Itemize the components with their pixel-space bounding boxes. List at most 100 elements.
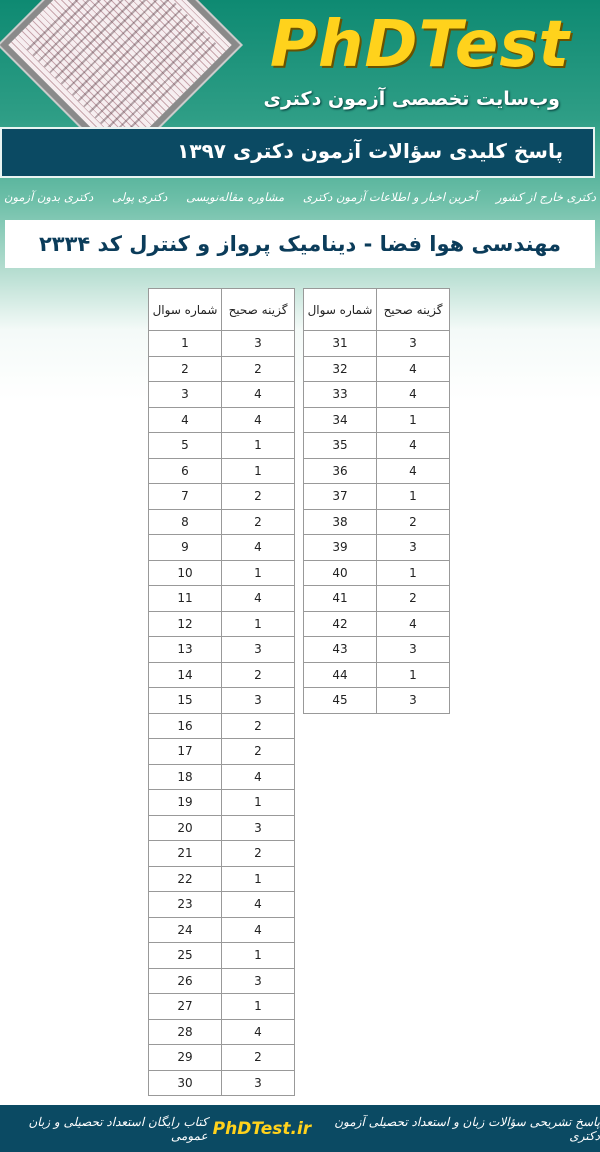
question-number: 15	[148, 687, 222, 714]
footer-link-left[interactable]: پاسخ تشریحی سؤالات زبان و استعداد تحصیلی…	[334, 1114, 600, 1143]
correct-answer: 4	[221, 534, 295, 561]
correct-answer: 3	[221, 687, 295, 714]
table-row: 28 4	[148, 1018, 295, 1045]
table-row: 12 1	[148, 610, 295, 637]
correct-answer: 4	[221, 381, 295, 408]
table-row: 42 4	[303, 610, 450, 637]
question-number: 45	[303, 687, 377, 714]
header-answer: گزینه صحیح	[221, 288, 295, 331]
question-number: 20	[148, 814, 222, 841]
table-row: 27 1	[148, 993, 295, 1020]
question-number: 1	[148, 330, 222, 357]
table-row: 36 4	[303, 457, 450, 484]
table-row: 18 4	[148, 763, 295, 790]
table-row: 25 1	[148, 942, 295, 969]
correct-answer: 4	[376, 355, 450, 382]
table-row: 34 1	[303, 406, 450, 433]
table-row: 30 3	[148, 1069, 295, 1096]
table-header-row: شماره سوال گزینه صحیح	[148, 288, 295, 331]
nav-link[interactable]: دکتری بدون آزمون	[4, 190, 94, 204]
correct-answer: 2	[221, 508, 295, 535]
question-number: 21	[148, 840, 222, 867]
question-number: 24	[148, 916, 222, 943]
correct-answer: 2	[221, 1044, 295, 1071]
question-number: 23	[148, 891, 222, 918]
footer-brand[interactable]: PhDTest.ir	[212, 1118, 312, 1139]
nav-link[interactable]: آخرین اخبار و اطلاعات آزمون دکتری	[302, 190, 478, 204]
correct-answer: 2	[221, 355, 295, 382]
correct-answer: 4	[221, 1018, 295, 1045]
correct-answer: 1	[221, 610, 295, 637]
logo[interactable]: PhDTest	[269, 8, 570, 82]
question-number: 43	[303, 636, 377, 663]
question-number: 14	[148, 661, 222, 688]
question-number: 7	[148, 483, 222, 510]
correct-answer: 1	[221, 993, 295, 1020]
table-row: 19 1	[148, 789, 295, 816]
question-number: 11	[148, 585, 222, 612]
correct-answer: 1	[221, 789, 295, 816]
table-row: 24 4	[148, 916, 295, 943]
question-number: 37	[303, 483, 377, 510]
table-header-row: شماره سوال گزینه صحیح	[303, 288, 450, 331]
question-number: 27	[148, 993, 222, 1020]
correct-answer: 4	[376, 457, 450, 484]
question-number: 29	[148, 1044, 222, 1071]
question-number: 9	[148, 534, 222, 561]
table-row: 20 3	[148, 814, 295, 841]
correct-answer: 1	[221, 457, 295, 484]
table-row: 22 1	[148, 865, 295, 892]
question-number: 32	[303, 355, 377, 382]
question-number: 10	[148, 559, 222, 586]
correct-answer: 3	[376, 636, 450, 663]
correct-answer: 3	[221, 636, 295, 663]
nav-link[interactable]: دکتری خارج از کشور	[496, 190, 596, 204]
question-number: 34	[303, 406, 377, 433]
table-row: 45 3	[303, 687, 450, 714]
answer-table-1: شماره سوال گزینه صحیح 1 3 2 2 3 4 4 4 5 1 6 1 7 2 8 2 9 4 10…	[148, 288, 295, 1096]
correct-answer: 4	[221, 585, 295, 612]
question-number: 38	[303, 508, 377, 535]
table-row: 40 1	[303, 559, 450, 586]
table-row: 13 3	[148, 636, 295, 663]
banner-text: پاسخ کلیدی سؤالات آزمون دکتری ۱۳۹۷	[177, 139, 563, 163]
correct-answer: 2	[221, 840, 295, 867]
page-title: مهندسی هوا فضا - دینامیک پرواز و کنترل ک…	[5, 220, 595, 268]
nav-link[interactable]: دکتری پولی	[112, 190, 168, 204]
question-number: 22	[148, 865, 222, 892]
correct-answer: 1	[376, 559, 450, 586]
table-row: 26 3	[148, 967, 295, 994]
question-number: 42	[303, 610, 377, 637]
question-number: 2	[148, 355, 222, 382]
table-row: 29 2	[148, 1044, 295, 1071]
question-number: 31	[303, 330, 377, 357]
question-number: 12	[148, 610, 222, 637]
question-number: 41	[303, 585, 377, 612]
correct-answer: 4	[221, 406, 295, 433]
footer-link-right[interactable]: کتاب رایگان استعداد تحصیلی و زبان عمومی	[28, 1114, 208, 1143]
answer-table-2: شماره سوال گزینه صحیح 31 3 32 4 33 4 34 1 35 4 36 4 37…	[303, 288, 450, 714]
table-row: 37 1	[303, 483, 450, 510]
question-number: 3	[148, 381, 222, 408]
question-number: 33	[303, 381, 377, 408]
correct-answer: 3	[376, 330, 450, 357]
header-answer: گزینه صحیح	[376, 288, 450, 331]
table-row: 31 3	[303, 330, 450, 357]
correct-answer: 2	[376, 585, 450, 612]
table-row: 32 4	[303, 355, 450, 382]
table-row: 21 2	[148, 840, 295, 867]
question-number: 39	[303, 534, 377, 561]
correct-answer: 3	[376, 687, 450, 714]
question-number: 36	[303, 457, 377, 484]
correct-answer: 3	[221, 1069, 295, 1096]
table-row: 17 2	[148, 738, 295, 765]
question-number: 8	[148, 508, 222, 535]
correct-answer: 4	[376, 381, 450, 408]
nav-link[interactable]: مشاوره مقاله‌نویسی	[186, 190, 285, 204]
correct-answer: 2	[221, 738, 295, 765]
correct-answer: 1	[221, 865, 295, 892]
